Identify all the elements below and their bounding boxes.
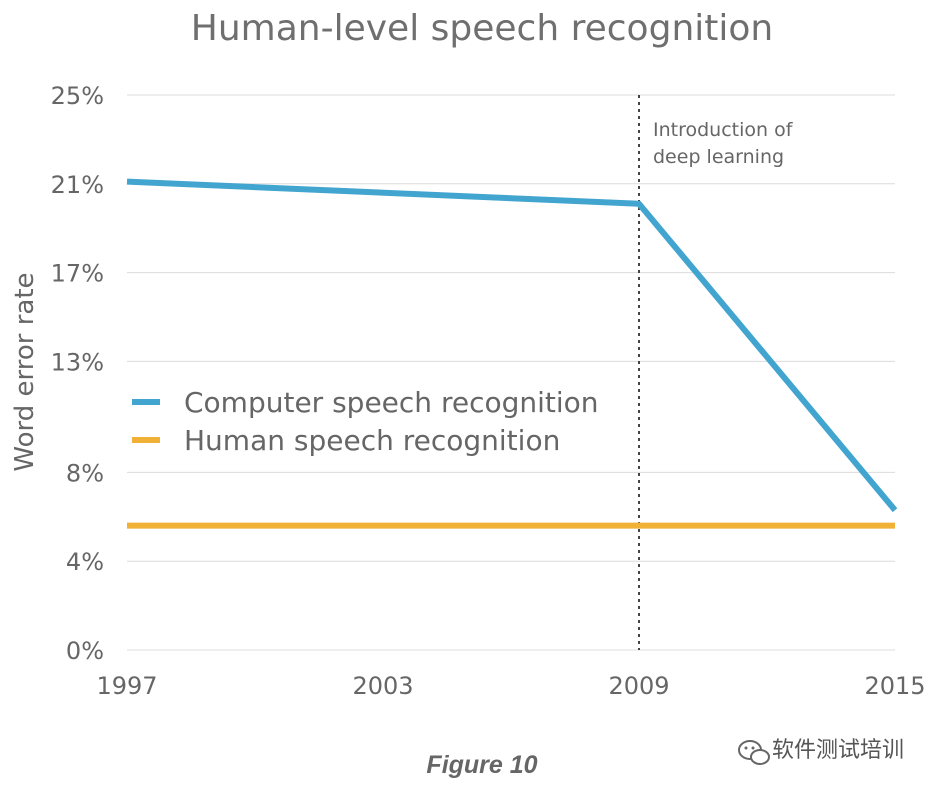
figure-caption: Figure 10 xyxy=(426,751,537,779)
annotation-line-text: Introduction of xyxy=(653,119,794,141)
y-tick-label: 0% xyxy=(66,637,104,665)
watermark: 软件测试培训 xyxy=(738,738,904,765)
series-line-computer xyxy=(126,178,898,513)
y-tick-label: 17% xyxy=(51,260,104,288)
wechat-icon xyxy=(738,740,770,765)
deep-learning-annotation: Introduction of deep learning xyxy=(653,119,794,168)
y-tick-label: 13% xyxy=(51,348,104,376)
x-tick-label: 2015 xyxy=(864,672,925,700)
legend-label-human: Human speech recognition xyxy=(184,424,560,457)
x-tick-label: 2009 xyxy=(608,672,669,700)
y-tick-label: 4% xyxy=(66,548,104,576)
y-axis-ticks: 25% 21% 17% 13% 8% 4% 0% xyxy=(51,82,104,665)
legend-label-computer: Computer speech recognition xyxy=(184,386,599,419)
y-tick-label: 8% xyxy=(66,459,104,487)
y-tick-label: 25% xyxy=(51,82,104,110)
x-axis-ticks: 1997 2003 2009 2015 xyxy=(96,672,925,700)
x-tick-label: 1997 xyxy=(96,672,157,700)
x-tick-label: 2003 xyxy=(352,672,413,700)
y-tick-label: 21% xyxy=(51,171,104,199)
series-lines xyxy=(126,178,898,529)
watermark-text: 软件测试培训 xyxy=(772,738,904,763)
y-axis-title: Word error rate xyxy=(10,272,40,471)
annotation-line-text: deep learning xyxy=(653,146,784,168)
gridlines xyxy=(127,94,895,651)
chart-title: Human-level speech recognition xyxy=(191,8,773,49)
legend: Computer speech recognition Human speech… xyxy=(132,386,599,457)
